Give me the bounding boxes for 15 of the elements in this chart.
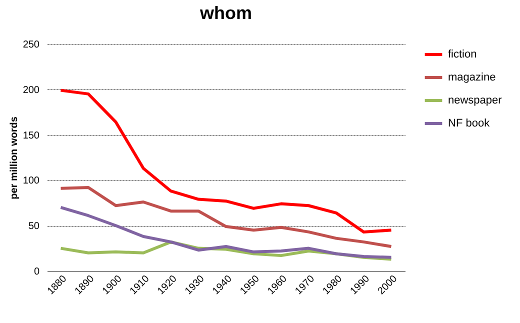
legend-label: NF book (448, 118, 490, 130)
y-axis-title: per million words (8, 116, 20, 200)
y-tick-label: 250 (22, 40, 40, 50)
y-tick-label: 200 (22, 84, 40, 96)
y-tick-label: 100 (22, 176, 40, 187)
y-tick-label: 0 (34, 266, 40, 278)
chart-title: whom (199, 3, 252, 23)
y-tick-label: 50 (28, 221, 40, 232)
legend-label: newspaper (448, 94, 502, 106)
legend-label: magazine (448, 72, 496, 84)
line-series (59, 186, 393, 248)
line-series (59, 206, 393, 259)
y-tick-label: 150 (22, 130, 40, 142)
line-series (59, 88, 393, 234)
legend-label: fiction (448, 48, 477, 60)
